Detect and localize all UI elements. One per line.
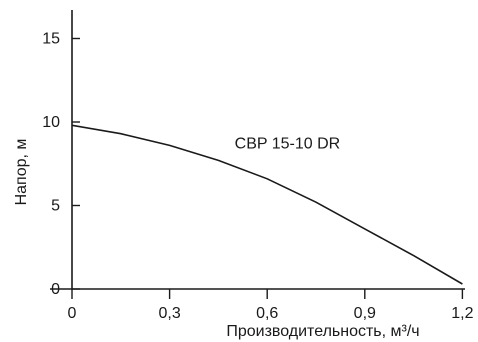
x-axis-ticks: 00,30,60,91,21,5 (68, 289, 474, 322)
y-tick-label: 0 (51, 281, 60, 298)
x-tick-label: 1,2 (451, 305, 473, 322)
series-annotation: CBP 15-10 DR (235, 136, 341, 153)
y-tick-label: 5 (51, 198, 60, 215)
x-tick-label: 0,6 (256, 305, 278, 322)
x-tick-label: 0,9 (354, 305, 376, 322)
x-tick-label: 0 (68, 305, 77, 322)
x-tick-label: 0,3 (158, 305, 180, 322)
x-axis-label: Производительность, м³/ч (226, 323, 419, 340)
series-line-cbp-15-10-dr (71, 124, 463, 285)
y-tick-label: 15 (42, 31, 60, 48)
y-tick-label: 10 (42, 114, 60, 131)
y-axis-label: Напор, м (13, 139, 30, 206)
y-axis-ticks: 0 5 10 15 (42, 31, 80, 298)
